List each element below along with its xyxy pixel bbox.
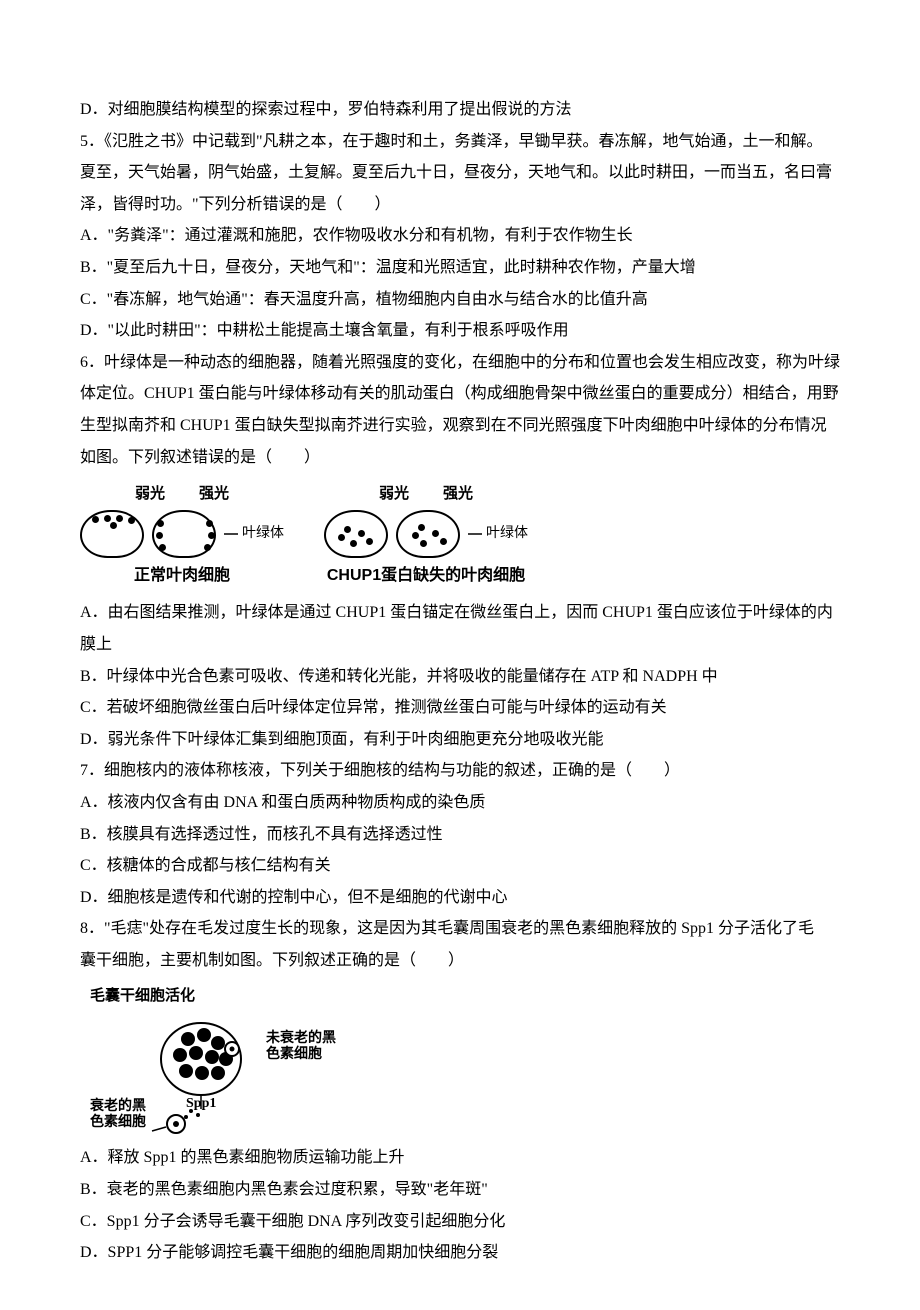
q5-stem-line3: 泽，皆得时功。"下列分析错误的是（ ） [80,190,840,220]
label-weak-light-2: 弱光 [379,480,409,508]
q6-option-a-line1: A．由右图结果推测，叶绿体是通过 CHUP1 蛋白锚定在微丝蛋白上，因而 CHU… [80,598,840,628]
q6-option-a-line2: 膜上 [80,630,840,660]
chup1-cell-weak [324,510,388,558]
q5-option-b: B．"夏至后九十日，昼夜分，天地气和"：温度和光照适宜，此时耕种农作物，产量大增 [80,253,840,283]
q7-option-b: B．核膜具有选择透过性，而核孔不具有选择透过性 [80,820,840,850]
q5-option-d: D．"以此时耕田"：中耕松土能提高土壤含氧量，有利于根系呼吸作用 [80,316,840,346]
label-aged-melanocyte: 衰老的黑色素细胞 [90,1097,146,1129]
q6-stem-line4: 如图。下列叙述错误的是（ ） [80,443,840,473]
normal-cell-weak [80,510,144,558]
follicle-title: 毛囊干细胞活化 [90,982,840,1010]
fig1-caption: 正常叶肉细胞 [134,561,230,591]
q7-stem: 7．细胞核内的液体称核液，下列关于细胞核的结构与功能的叙述，正确的是（ ） [80,756,840,786]
q5-option-c: C．"春冻解，地气始通"：春天温度升高，植物细胞内自由水与结合水的比值升高 [80,285,840,315]
normal-cell-strong [152,510,216,558]
chloroplast-pointer-2: 叶绿体 [468,521,528,547]
q6-stem-line2: 体定位。CHUP1 蛋白能与叶绿体移动有关的肌动蛋白（构成细胞骨架中微丝蛋白的重… [80,379,840,409]
q5-option-a: A．"务粪泽"：通过灌溉和施肥，农作物吸收水分和有机物，有利于农作物生长 [80,221,840,251]
q6-figures: 弱光 强光 叶绿体 正常叶肉细胞 [80,480,840,590]
q6-figure-normal: 弱光 强光 叶绿体 正常叶肉细胞 [80,480,284,590]
q8-stem-line2: 囊干细胞，主要机制如图。下列叙述正确的是（ ） [80,946,840,976]
q6-option-b: B．叶绿体中光合色素可吸收、传递和转化光能，并将吸收的能量储存在 ATP 和 N… [80,662,840,692]
q6-option-c: C．若破坏细胞微丝蛋白后叶绿体定位异常，推测微丝蛋白可能与叶绿体的运动有关 [80,693,840,723]
q7-option-d: D．细胞核是遗传和代谢的控制中心，但不是细胞的代谢中心 [80,883,840,913]
label-weak-light: 弱光 [135,480,165,508]
q8-option-d: D．SPP1 分子能够调控毛囊干细胞的细胞周期加快细胞分裂 [80,1238,840,1268]
q7-option-a: A．核液内仅含有由 DNA 和蛋白质两种物质构成的染色质 [80,788,840,818]
q5-stem-line2: 夏至，天气始暑，阴气始盛，土复解。夏至后九十日，昼夜分，天地气和。以此时耕田，一… [80,158,840,188]
chloroplast-label-2: 叶绿体 [486,521,528,547]
q6-figure-chup1: 弱光 强光 叶绿体 CHUP1蛋白缺失的叶肉细胞 [324,480,528,590]
label-strong-light-2: 强光 [443,480,473,508]
q8-figure: 毛囊干细胞活化 衰老的黑色素细胞 Spp1 [90,982,840,1140]
label-strong-light: 强光 [199,480,229,508]
q7-option-c: C．核糖体的合成都与核仁结构有关 [80,851,840,881]
q6-stem-line3: 生型拟南芥和 CHUP1 蛋白缺失型拟南芥进行实验，观察到在不同光照强度下叶肉细… [80,411,840,441]
q6-option-d: D．弱光条件下叶绿体汇集到细胞顶面，有利于叶肉细胞更充分地吸收光能 [80,725,840,755]
q4-option-d: D．对细胞膜结构模型的探索过程中，罗伯特森利用了提出假说的方法 [80,95,840,125]
q8-option-a: A．释放 Spp1 的黑色素细胞物质运输功能上升 [80,1143,840,1173]
q8-option-c: C．Spp1 分子会诱导毛囊干细胞 DNA 序列改变引起细胞分化 [80,1207,840,1237]
chloroplast-label: 叶绿体 [242,521,284,547]
chup1-cell-strong [396,510,460,558]
follicle-diagram: Spp1 [146,1009,266,1139]
label-nonaged-melanocyte: 未衰老的黑色素细胞 [266,1029,336,1061]
q5-stem-line1: 5．《氾胜之书》中记载到"凡耕之本，在于趣时和土，务粪泽，早锄早获。春冻解，地气… [80,127,840,157]
q8-stem-line1: 8．"毛痣"处存在毛发过度生长的现象，这是因为其毛囊周围衰老的黑色素细胞释放的 … [80,914,840,944]
q6-stem-line1: 6．叶绿体是一种动态的细胞器，随着光照强度的变化，在细胞中的分布和位置也会发生相… [80,348,840,378]
fig2-caption: CHUP1蛋白缺失的叶肉细胞 [327,561,525,591]
chloroplast-pointer-1: 叶绿体 [224,521,284,547]
q8-option-b: B．衰老的黑色素细胞内黑色素会过度积累，导致"老年斑" [80,1175,840,1205]
